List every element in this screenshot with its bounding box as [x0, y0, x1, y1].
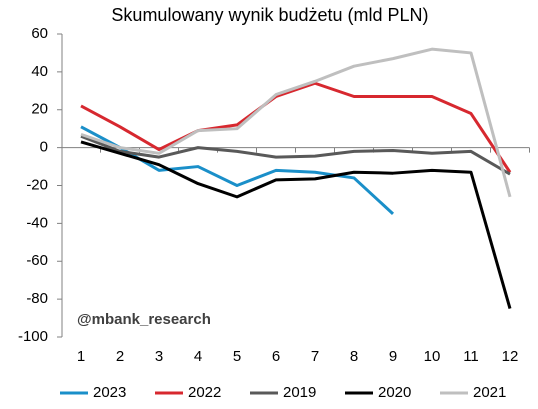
y-tick-label: -40 — [26, 214, 48, 231]
x-tick-label: 12 — [502, 348, 519, 365]
legend-label: 2021 — [473, 384, 506, 401]
x-tick-label: 9 — [389, 348, 397, 365]
legend-label: 2020 — [378, 384, 411, 401]
series-line — [80, 125, 395, 216]
y-tick-label: -60 — [26, 252, 48, 269]
legend-label: 2022 — [188, 384, 221, 401]
series-line — [80, 81, 512, 174]
chart-title: Skumulowany wynik budżetu (mld PLN) — [111, 5, 428, 25]
y-tick-label: 20 — [31, 101, 48, 118]
x-tick-label: 5 — [233, 348, 241, 365]
y-tick-label: 0 — [40, 139, 48, 156]
series-line — [80, 140, 512, 310]
legend-label: 2019 — [283, 384, 316, 401]
x-tick-label: 3 — [155, 348, 163, 365]
x-tick-label: 1 — [77, 348, 85, 365]
x-tick-label: 11 — [463, 348, 479, 365]
y-tick-label: 40 — [31, 63, 48, 80]
x-tick-label: 8 — [350, 348, 358, 365]
x-tick-label: 6 — [272, 348, 280, 365]
series-line — [80, 47, 512, 198]
y-tick-label: -20 — [26, 176, 48, 193]
x-tick-label: 10 — [424, 348, 441, 365]
x-tick-label: 2 — [116, 348, 124, 365]
y-tick-label: -80 — [26, 290, 48, 307]
x-tick-label: 4 — [194, 348, 202, 365]
x-tick-label: 7 — [311, 348, 319, 365]
series-line — [80, 134, 511, 176]
y-tick-label: -100 — [18, 328, 48, 345]
legend-label: 2023 — [93, 384, 126, 401]
annotation: @mbank_research — [77, 311, 211, 328]
y-tick-label: 60 — [31, 25, 48, 42]
